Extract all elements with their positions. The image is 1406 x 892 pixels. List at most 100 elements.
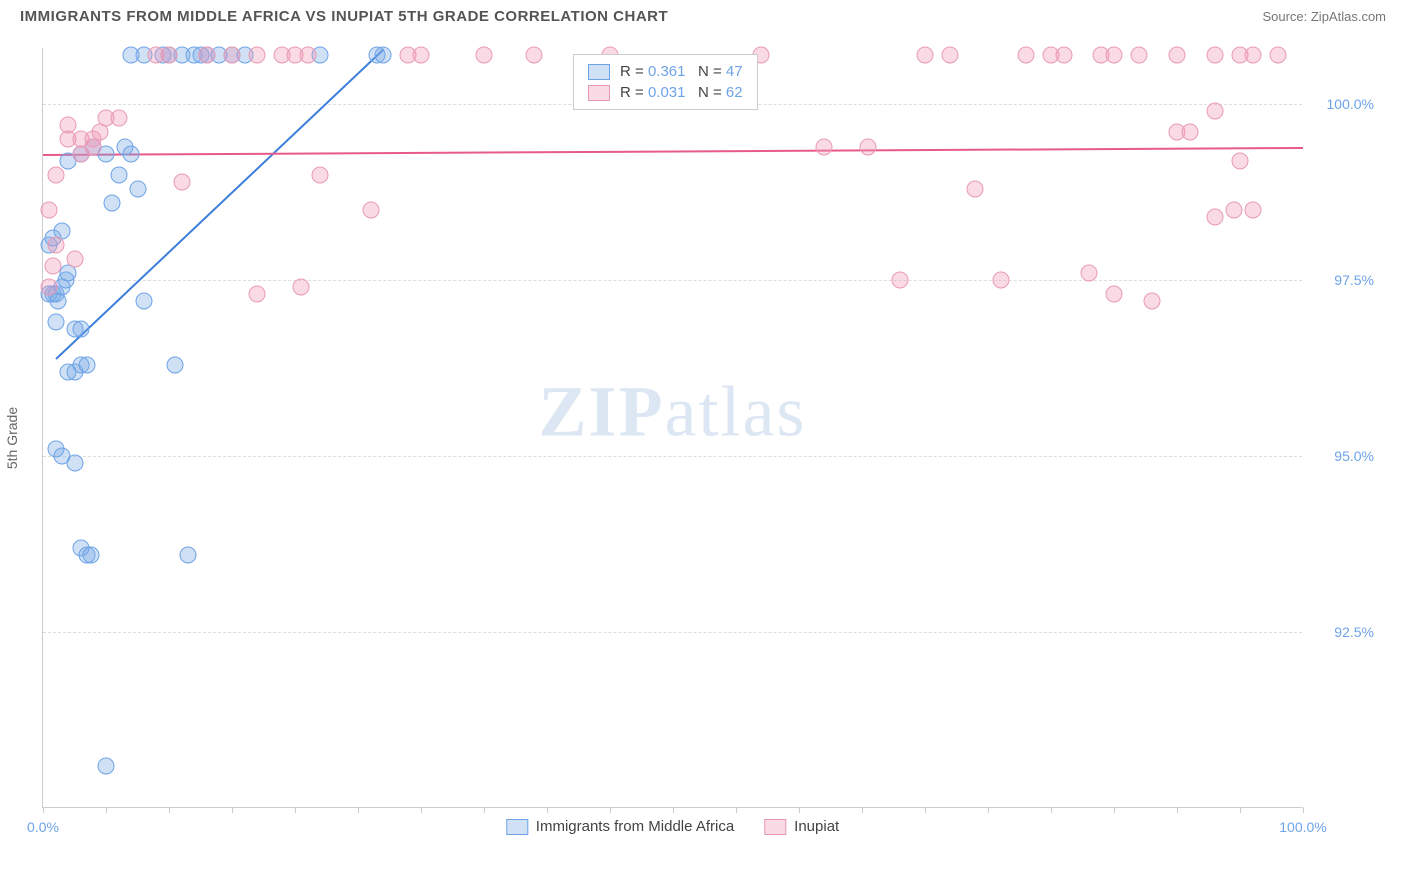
page-title: IMMIGRANTS FROM MIDDLE AFRICA VS INUPIAT…	[20, 8, 668, 25]
x-tick	[673, 807, 674, 813]
gridline	[43, 456, 1302, 457]
data-point	[66, 455, 83, 472]
legend-item: Inupiat	[764, 818, 839, 835]
x-tick	[1177, 807, 1178, 813]
data-point	[891, 272, 908, 289]
data-point	[224, 47, 241, 64]
data-point	[1225, 201, 1242, 218]
data-point	[82, 546, 99, 563]
x-tick	[1051, 807, 1052, 813]
data-point	[79, 356, 96, 373]
data-point	[942, 47, 959, 64]
data-point	[1181, 124, 1198, 141]
data-point	[1169, 47, 1186, 64]
data-point	[1206, 208, 1223, 225]
legend-row: R = 0.361 N = 47	[588, 61, 743, 82]
x-tick	[1303, 807, 1304, 813]
data-point	[47, 166, 64, 183]
data-point	[1206, 103, 1223, 120]
y-tick-label: 100.0%	[1327, 96, 1374, 112]
data-point	[45, 258, 62, 275]
data-point	[992, 272, 1009, 289]
legend-swatch	[506, 819, 528, 835]
data-point	[47, 237, 64, 254]
gridline	[43, 280, 1302, 281]
x-tick	[799, 807, 800, 813]
x-tick	[988, 807, 989, 813]
data-point	[198, 47, 215, 64]
x-tick	[736, 807, 737, 813]
data-point	[1080, 265, 1097, 282]
source-label: Source: ZipAtlas.com	[1262, 9, 1386, 24]
data-point	[526, 47, 543, 64]
scatter-plot: ZIPatlas 92.5%95.0%97.5%100.0%0.0%100.0%…	[42, 48, 1302, 808]
y-axis-label: 5th Grade	[4, 407, 20, 469]
data-point	[47, 314, 64, 331]
data-point	[110, 166, 127, 183]
data-point	[161, 47, 178, 64]
y-tick-label: 92.5%	[1334, 624, 1374, 640]
data-point	[476, 47, 493, 64]
data-point	[1055, 47, 1072, 64]
data-point	[967, 180, 984, 197]
x-tick	[1240, 807, 1241, 813]
x-tick	[610, 807, 611, 813]
data-point	[110, 110, 127, 127]
legend-swatch	[764, 819, 786, 835]
data-point	[299, 47, 316, 64]
data-point	[816, 138, 833, 155]
legend-label: Inupiat	[794, 818, 839, 835]
data-point	[375, 47, 392, 64]
legend-row: R = 0.031 N = 62	[588, 82, 743, 103]
data-point	[1206, 47, 1223, 64]
legend-item: Immigrants from Middle Africa	[506, 818, 734, 835]
data-point	[1017, 47, 1034, 64]
data-point	[312, 166, 329, 183]
data-point	[66, 251, 83, 268]
x-tick	[106, 807, 107, 813]
x-tick-label: 0.0%	[27, 819, 59, 835]
data-point	[167, 356, 184, 373]
x-tick	[484, 807, 485, 813]
series-legend: Immigrants from Middle Africa Inupiat	[506, 818, 839, 835]
data-point	[129, 180, 146, 197]
legend-swatch	[588, 85, 610, 101]
data-point	[98, 757, 115, 774]
trend-line	[43, 147, 1303, 156]
data-point	[413, 47, 430, 64]
header: IMMIGRANTS FROM MIDDLE AFRICA VS INUPIAT…	[0, 0, 1406, 33]
data-point	[104, 194, 121, 211]
data-point	[293, 279, 310, 296]
x-tick	[925, 807, 926, 813]
data-point	[1232, 152, 1249, 169]
x-tick	[547, 807, 548, 813]
x-tick	[1114, 807, 1115, 813]
data-point	[41, 201, 58, 218]
x-tick	[43, 807, 44, 813]
x-tick-label: 100.0%	[1279, 819, 1326, 835]
data-point	[1106, 47, 1123, 64]
data-point	[179, 546, 196, 563]
data-point	[860, 138, 877, 155]
data-point	[249, 47, 266, 64]
data-point	[41, 279, 58, 296]
data-point	[85, 138, 102, 155]
x-tick	[862, 807, 863, 813]
data-point	[1244, 201, 1261, 218]
data-point	[917, 47, 934, 64]
data-point	[123, 145, 140, 162]
data-point	[135, 293, 152, 310]
y-tick-label: 97.5%	[1334, 272, 1374, 288]
data-point	[1244, 47, 1261, 64]
data-point	[1269, 47, 1286, 64]
data-point	[1143, 293, 1160, 310]
data-point	[173, 173, 190, 190]
data-point	[362, 201, 379, 218]
x-tick	[295, 807, 296, 813]
data-point	[1106, 286, 1123, 303]
x-tick	[421, 807, 422, 813]
data-point	[1131, 47, 1148, 64]
data-point	[72, 321, 89, 338]
legend-swatch	[588, 64, 610, 80]
watermark: ZIPatlas	[539, 371, 807, 454]
